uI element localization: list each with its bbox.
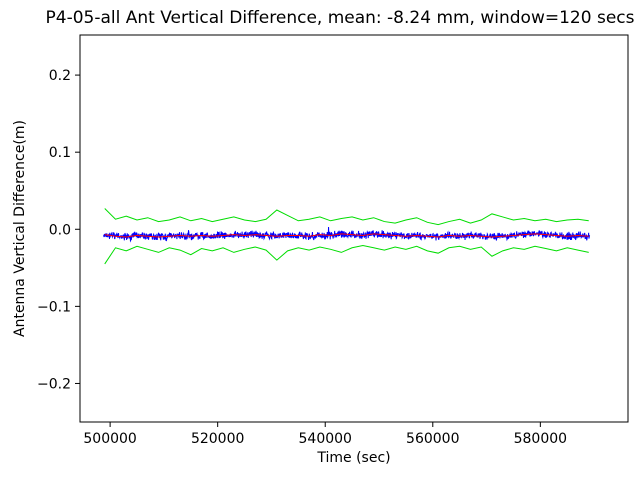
- x-axis-label: Time (sec): [317, 450, 391, 466]
- y-tick-label: 0.2: [49, 68, 71, 84]
- axes-frame: [79, 34, 629, 423]
- x-tick-label: 500000: [83, 431, 136, 447]
- x-tick-label: 560000: [406, 431, 459, 447]
- series-upper-bound: [104, 208, 589, 226]
- x-tick-label: 520000: [191, 431, 244, 447]
- y-tick-label: 0.1: [49, 145, 71, 161]
- chart-title: P4-05-all Ant Vertical Difference, mean:…: [45, 8, 635, 28]
- x-axis-ticks: 500000 520000 540000 560000 580000: [83, 422, 567, 447]
- y-axis-ticks: −0.2 −0.1 0.0 0.1 0.2: [37, 68, 80, 392]
- x-tick-label: 540000: [299, 431, 352, 447]
- x-tick-label: 580000: [514, 431, 567, 447]
- series-lower-bound: [104, 244, 589, 265]
- y-tick-label: −0.2: [37, 376, 71, 392]
- series-mean-line: [104, 233, 589, 238]
- series-antenna-vertical-difference-noise: [103, 227, 591, 243]
- y-tick-label: 0.0: [49, 222, 71, 238]
- y-tick-label: −0.1: [37, 299, 71, 315]
